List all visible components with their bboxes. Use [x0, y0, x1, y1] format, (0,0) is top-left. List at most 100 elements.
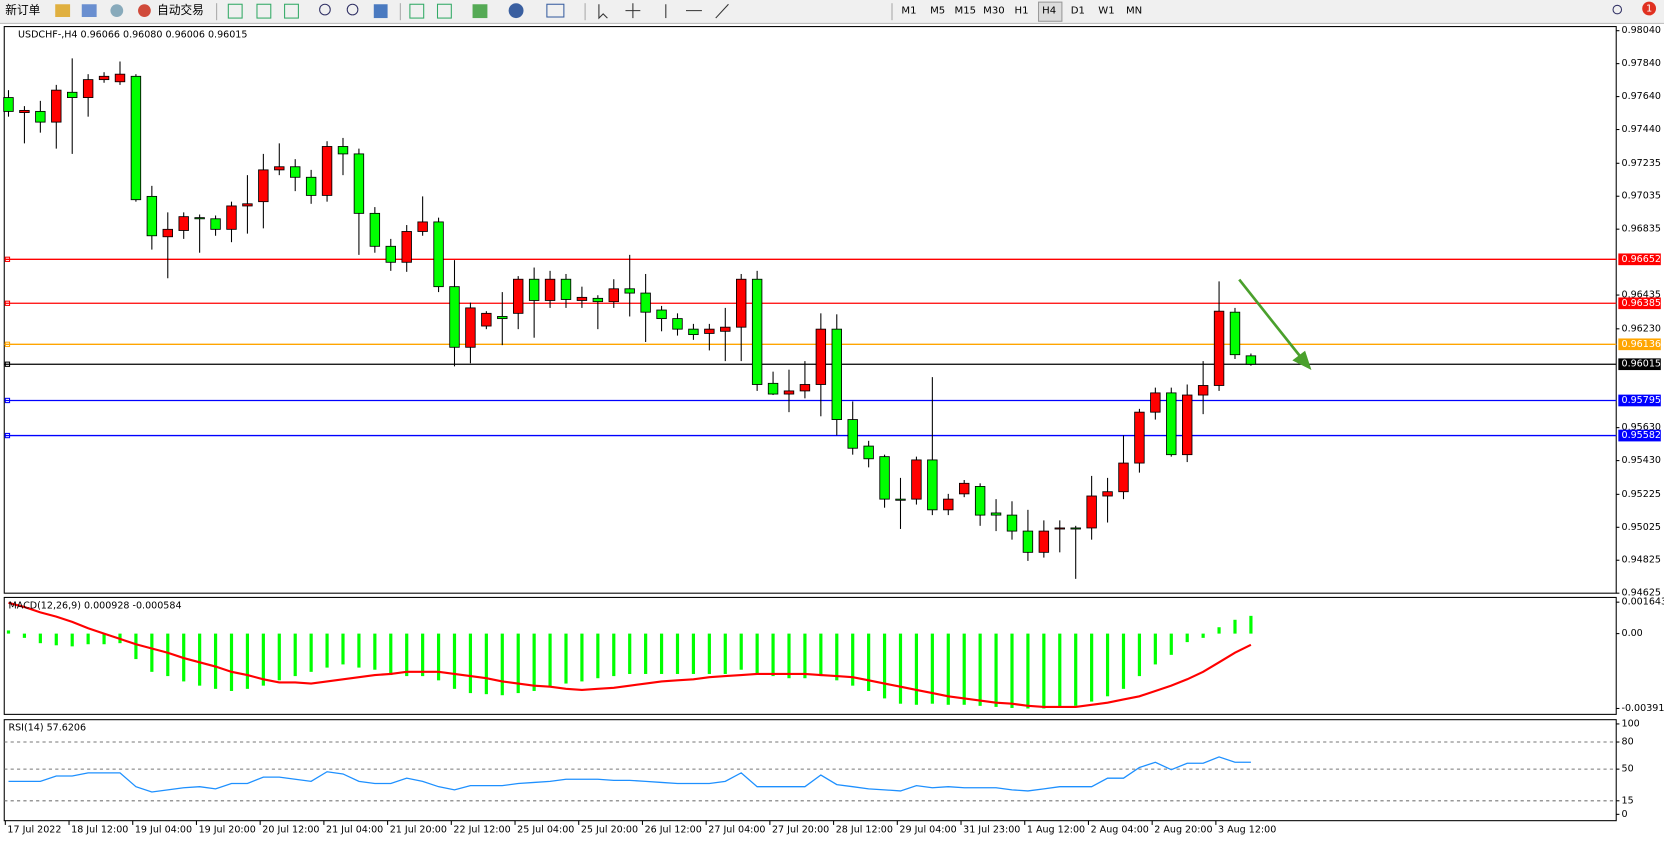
notification-badge[interactable]: [1642, 1, 1657, 16]
icon[interactable]: [436, 3, 452, 19]
zoom-out[interactable]: [346, 3, 359, 16]
candle-body: [831, 328, 842, 421]
candle-body: [369, 212, 381, 247]
price-label: 0.96385: [1622, 298, 1661, 309]
x-tick-label: 27 Jul 20:00: [772, 825, 829, 836]
icon[interactable]: [256, 3, 272, 19]
histogram-bar: [898, 633, 903, 704]
histogram-bar: [532, 633, 536, 691]
candle-body: [497, 316, 508, 320]
x-tick-label: 20 Jul 12:00: [262, 825, 319, 836]
histogram-bar: [468, 633, 473, 694]
timeframe-button[interactable]: MN: [1126, 6, 1142, 17]
histogram-bar: [1121, 633, 1126, 689]
histogram-bar: [102, 633, 106, 645]
histogram-bar: [1233, 619, 1237, 634]
x-tick-label: 28 Jul 12:00: [836, 825, 893, 836]
cursor-tool[interactable]: [598, 4, 608, 20]
histogram-bar: [962, 633, 966, 705]
histogram-bar: [86, 633, 90, 645]
y-tick-label: 0.95630: [1622, 422, 1661, 433]
timeframe-button[interactable]: M30: [983, 6, 1005, 17]
x-tick-label: 1 Aug 12:00: [1027, 825, 1085, 836]
histogram-bar: [70, 633, 74, 647]
histogram-bar: [1217, 627, 1221, 634]
histogram-bar: [198, 633, 202, 686]
x-tick-label: 2 Aug 20:00: [1154, 825, 1212, 836]
candle-body: [1118, 462, 1129, 493]
icon[interactable]: [472, 4, 488, 19]
histogram-bar: [389, 633, 393, 676]
timeframe-button[interactable]: W1: [1098, 6, 1114, 17]
timeframe-button[interactable]: D1: [1071, 6, 1085, 17]
histogram-bar: [213, 633, 218, 689]
panel-frame: [3, 596, 1617, 715]
candle-body: [720, 326, 731, 332]
y-tick-label: 50: [1622, 764, 1634, 775]
histogram-bar: [1010, 633, 1014, 708]
candle-body: [544, 278, 556, 301]
candle-body: [815, 328, 827, 385]
candle-body: [305, 176, 317, 196]
candle-body: [1197, 385, 1209, 396]
histogram-bar: [405, 633, 409, 677]
timeframe-button[interactable]: H1: [1015, 6, 1029, 17]
search[interactable]: [1612, 4, 1623, 15]
icon[interactable]: [110, 4, 124, 18]
panel-title: MACD(12,26,9) 0.000928 -0.000584: [8, 600, 181, 611]
timeframe-button[interactable]: M15: [955, 6, 977, 17]
icon[interactable]: [55, 4, 71, 18]
candle-body: [385, 245, 396, 263]
icon[interactable]: [409, 3, 425, 19]
price-label-box: [1618, 297, 1661, 310]
candle-body: [465, 307, 476, 348]
crosshair-tool[interactable]: [625, 3, 641, 19]
icon[interactable]: [546, 3, 565, 18]
timeframe-button[interactable]: M5: [930, 6, 945, 17]
candle-body: [927, 459, 938, 511]
histogram-bar: [1042, 633, 1046, 709]
histogram-bar: [516, 633, 520, 694]
candle-body: [481, 312, 492, 327]
histogram-bar: [245, 633, 250, 689]
histogram-bar: [134, 633, 138, 660]
histogram-bar: [1137, 633, 1142, 677]
histogram-bar: [644, 633, 648, 674]
x-tick-label: 3 Aug 12:00: [1218, 825, 1276, 836]
icon[interactable]: [284, 3, 299, 19]
notification-count: 1: [1646, 4, 1652, 15]
y-tick-label: 0.97440: [1622, 124, 1661, 135]
trendline-tool[interactable]: [715, 3, 729, 19]
zoom-in[interactable]: [319, 3, 331, 16]
histogram-bar: [1058, 633, 1062, 708]
histogram-bar: [851, 633, 855, 686]
histogram-bar: [6, 630, 11, 634]
histogram-bar: [787, 633, 791, 679]
y-tick-label: 0.96835: [1622, 224, 1661, 235]
icon[interactable]: [373, 4, 388, 19]
new-order-button[interactable]: 新订单: [5, 3, 40, 17]
histogram-bar: [835, 633, 839, 681]
candle-body: [879, 456, 890, 500]
panel-title: USDCHF-,H4 0.96066 0.96080 0.96006 0.960…: [18, 30, 247, 41]
auto-trading-icon[interactable]: [138, 4, 151, 18]
candle-body: [178, 216, 189, 231]
price-line-handle: [4, 256, 11, 262]
x-tick-label: 21 Jul 04:00: [326, 825, 383, 836]
candle-body: [51, 89, 62, 123]
icon[interactable]: [227, 3, 243, 19]
timeframe-button[interactable]: M1: [901, 6, 916, 17]
timeframe-button[interactable]: H4: [1042, 6, 1056, 17]
histogram-bar: [548, 633, 552, 687]
histogram-bar: [54, 633, 58, 646]
candle-body: [959, 482, 970, 495]
candle-body: [1213, 310, 1225, 386]
histogram-bar: [978, 633, 982, 706]
histogram-bar: [994, 633, 998, 707]
auto-trading-button[interactable]: 自动交易: [157, 3, 204, 17]
histogram-bar: [867, 633, 871, 691]
icon[interactable]: [81, 4, 97, 18]
icon[interactable]: [508, 3, 524, 19]
x-tick-label: 31 Jul 23:00: [963, 825, 1020, 836]
